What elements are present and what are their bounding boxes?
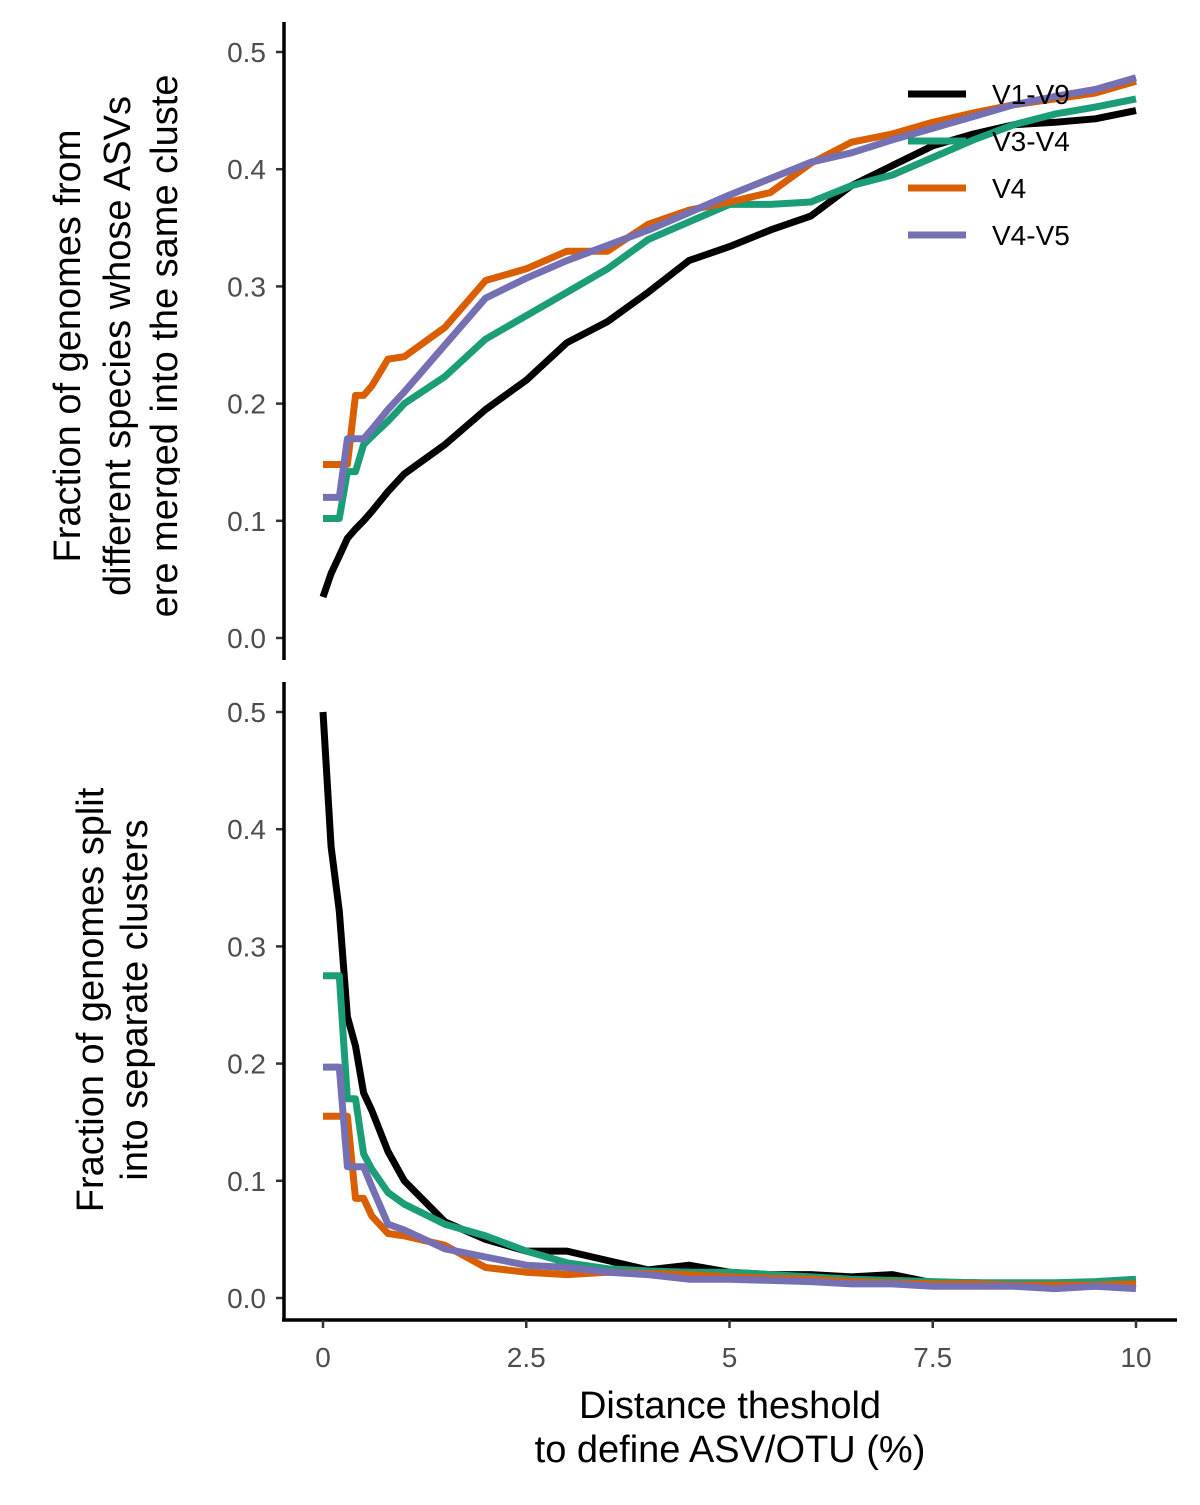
- x-tick-label: 7.5: [913, 1342, 952, 1373]
- y-tick-label: 0.2: [227, 389, 266, 420]
- bottom-y-axis-ticks: 0.0 0.1 0.2 0.3 0.4 0.5: [227, 697, 284, 1314]
- y-axis-title-line: into separate clusters: [114, 819, 156, 1180]
- y-tick-label: 0.5: [227, 37, 266, 68]
- y-axis-title-line: ere merged into the same cluste: [144, 75, 186, 618]
- y-tick-label: 0.5: [227, 697, 266, 728]
- legend-label: V4-V5: [992, 220, 1070, 251]
- panel-bottom: Fraction of genomes split into separate c…: [70, 682, 1177, 1471]
- y-tick-label: 0.0: [227, 1283, 266, 1314]
- legend: V1-V9 V3-V4 V4 V4-V5: [908, 79, 1070, 251]
- legend-label: V4: [992, 173, 1026, 204]
- y-tick-label: 0.2: [227, 1049, 266, 1080]
- legend-label: V1-V9: [992, 79, 1070, 110]
- y-tick-label: 0.4: [227, 154, 266, 185]
- x-tick-label: 10: [1120, 1342, 1151, 1373]
- y-tick-label: 0.0: [227, 623, 266, 654]
- bottom-series-lines: [319, 711, 1137, 1293]
- series-line-v4-v5: [323, 1063, 1137, 1293]
- legend-label: V3-V4: [992, 126, 1070, 157]
- x-tick-label: 2.5: [507, 1342, 546, 1373]
- series-line-v4: [323, 77, 1137, 468]
- y-tick-label: 0.1: [227, 1166, 266, 1197]
- x-axis-title-line: to define ASV/OTU (%): [535, 1429, 926, 1471]
- y-axis-title-line: Fraction of genomes from: [47, 130, 89, 563]
- y-axis-title-line: different species whose ASVs: [97, 96, 139, 596]
- x-tick-label: 0: [315, 1342, 331, 1373]
- series-line-v3-v4: [323, 95, 1137, 522]
- series-line-v4-v5: [323, 74, 1137, 501]
- y-axis-title-line: Fraction of genomes split: [70, 787, 112, 1212]
- y-tick-label: 0.4: [227, 814, 266, 845]
- y-tick-label: 0.1: [227, 506, 266, 537]
- bottom-y-axis-title: Fraction of genomes split into separate c…: [70, 787, 156, 1212]
- top-y-axis-ticks: 0.0 0.1 0.2 0.3 0.4 0.5: [227, 37, 284, 654]
- y-tick-label: 0.3: [227, 931, 266, 962]
- x-axis-title-line: Distance theshold: [579, 1385, 881, 1427]
- bottom-x-axis-ticks: 0 2.5 5 7.5 10: [315, 1320, 1152, 1373]
- y-tick-label: 0.3: [227, 271, 266, 302]
- x-tick-label: 5: [722, 1342, 738, 1373]
- top-y-axis-title: Fraction of genomes from different specie…: [47, 75, 186, 618]
